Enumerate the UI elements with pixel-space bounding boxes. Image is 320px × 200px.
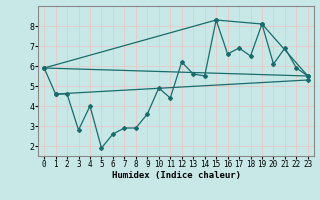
X-axis label: Humidex (Indice chaleur): Humidex (Indice chaleur)	[111, 171, 241, 180]
